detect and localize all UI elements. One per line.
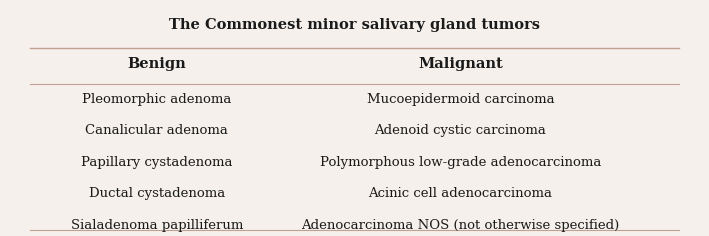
Text: Adenoid cystic carcinoma: Adenoid cystic carcinoma bbox=[374, 124, 547, 137]
Text: Adenocarcinoma NOS (not otherwise specified): Adenocarcinoma NOS (not otherwise specif… bbox=[301, 219, 620, 232]
Text: The Commonest minor salivary gland tumors: The Commonest minor salivary gland tumor… bbox=[169, 18, 540, 32]
Text: Papillary cystadenoma: Papillary cystadenoma bbox=[81, 156, 233, 169]
Text: Benign: Benign bbox=[128, 57, 186, 71]
Text: Ductal cystadenoma: Ductal cystadenoma bbox=[89, 187, 225, 200]
Text: Canalicular adenoma: Canalicular adenoma bbox=[85, 124, 228, 137]
Text: Malignant: Malignant bbox=[418, 57, 503, 71]
Text: Acinic cell adenocarcinoma: Acinic cell adenocarcinoma bbox=[369, 187, 552, 200]
Text: Mucoepidermoid carcinoma: Mucoepidermoid carcinoma bbox=[367, 93, 554, 106]
Text: Pleomorphic adenoma: Pleomorphic adenoma bbox=[82, 93, 231, 106]
Text: Polymorphous low-grade adenocarcinoma: Polymorphous low-grade adenocarcinoma bbox=[320, 156, 601, 169]
Text: Sialadenoma papilliferum: Sialadenoma papilliferum bbox=[71, 219, 243, 232]
